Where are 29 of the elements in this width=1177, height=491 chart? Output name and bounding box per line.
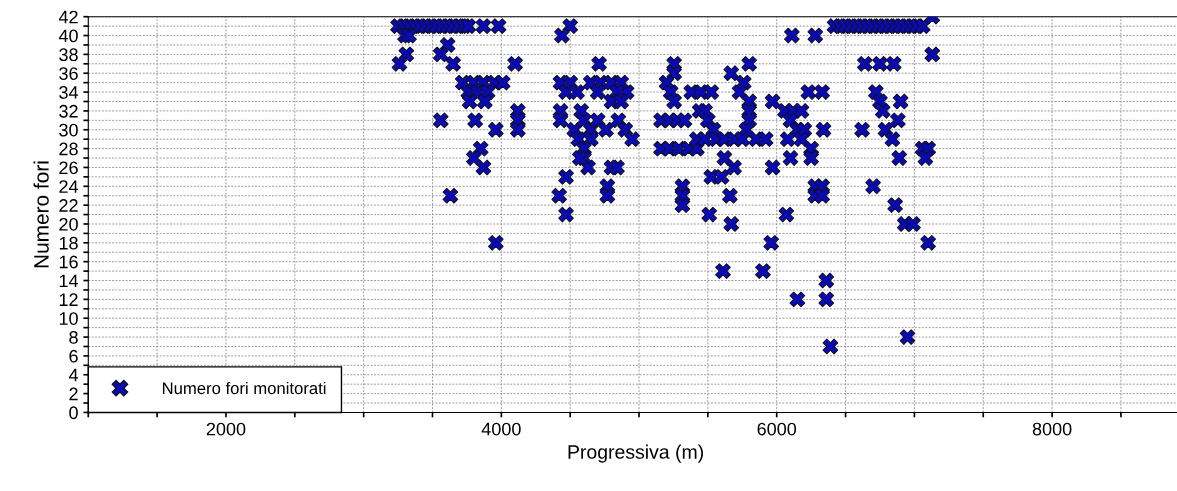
y-tick-label: 0 xyxy=(69,406,78,420)
x-tick-label: 4000 xyxy=(481,422,521,436)
y-tick-label: 10 xyxy=(59,312,78,325)
y-tick-label: 36 xyxy=(59,67,78,80)
y-tick-label: 32 xyxy=(59,104,78,118)
y-tick-label: 14 xyxy=(59,274,79,288)
y-axis-title: Numero fori xyxy=(33,161,49,268)
y-tick-label: 4 xyxy=(68,368,79,382)
y-tick-label: 2 xyxy=(69,387,78,401)
y-tick-label: 24 xyxy=(59,180,79,193)
y-tick-label: 6 xyxy=(69,349,78,363)
y-tick-label: 30 xyxy=(59,123,78,137)
y-tick-label: 22 xyxy=(59,199,78,212)
x-tick-label: 2000 xyxy=(206,422,246,436)
y-tick-label: 16 xyxy=(59,255,78,269)
y-tick-label: 12 xyxy=(59,293,78,306)
y-tick-label: 34 xyxy=(59,86,79,99)
legend-label: Numero fori monitorati xyxy=(162,381,326,395)
y-tick-label: 28 xyxy=(59,142,78,156)
y-tick-label: 40 xyxy=(58,29,78,43)
y-tick-label: 42 xyxy=(58,10,78,24)
y-tick-label: 18 xyxy=(59,236,78,250)
y-tick-label: 8 xyxy=(69,330,78,344)
x-axis-title: Progressiva (m) xyxy=(568,444,703,463)
y-tick-label: 20 xyxy=(59,217,78,231)
y-tick-label: 26 xyxy=(59,161,78,175)
x-tick-label: 8000 xyxy=(1032,422,1072,436)
x-tick-label: 6000 xyxy=(757,422,797,436)
y-tick-label: 38 xyxy=(59,48,78,62)
